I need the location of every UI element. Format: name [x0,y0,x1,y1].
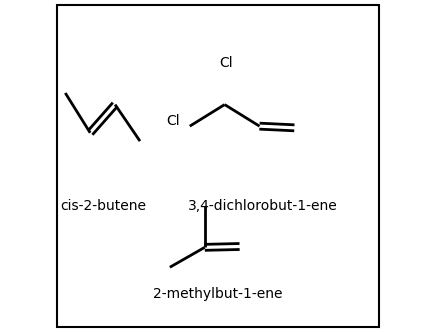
Text: 3,4-dichlorobut-1-ene: 3,4-dichlorobut-1-ene [188,199,338,213]
Text: Cl: Cl [166,114,180,128]
Text: 2-methylbut-1-ene: 2-methylbut-1-ene [153,287,283,301]
Text: cis-2-butene: cis-2-butene [61,199,146,213]
FancyBboxPatch shape [57,5,379,327]
Text: Cl: Cl [219,56,233,70]
